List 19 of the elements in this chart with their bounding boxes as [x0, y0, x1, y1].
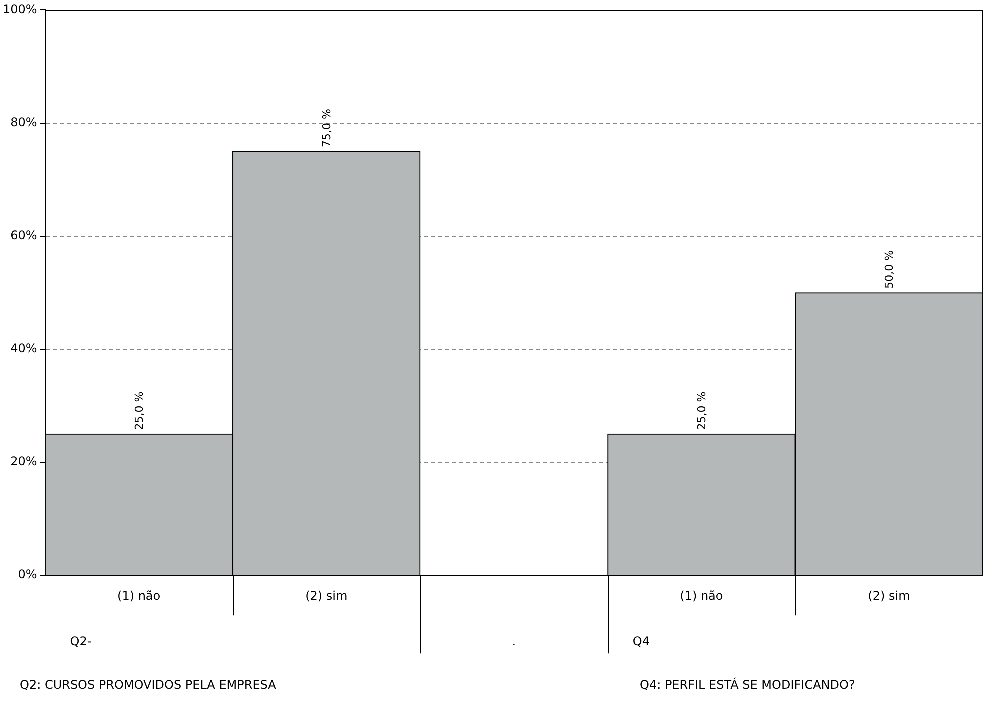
data-label: 25,0 %: [133, 392, 146, 430]
text: Q4: PERFIL ESTÁ SE MODIFICANDO?: [640, 678, 856, 692]
x-tick-label: (1) não: [680, 588, 724, 603]
x-tick-label: (2) sim: [306, 588, 348, 603]
data-label: 25,0 %: [696, 392, 709, 430]
data-label: 50,0 %: [883, 250, 896, 289]
y-tick-label: 0%: [18, 568, 38, 582]
data-label: 75,0 %: [320, 109, 334, 148]
x-tick-label: (1) não: [118, 588, 161, 603]
y-tick-label: 60%: [10, 228, 38, 242]
y-tick-label: 20%: [10, 454, 38, 469]
x-tick-label: (2) sim: [868, 588, 910, 603]
y-tick-label: 80%: [10, 115, 38, 130]
text: .: [512, 634, 516, 649]
text: Q2-: [70, 634, 92, 649]
y-tick-label: 40%: [10, 342, 38, 356]
text: Q4: [632, 634, 650, 649]
text: Q2: CURSOS PROMOVIDOS PELA EMPRESA: [20, 678, 276, 692]
y-tick-label: 100%: [2, 2, 38, 16]
